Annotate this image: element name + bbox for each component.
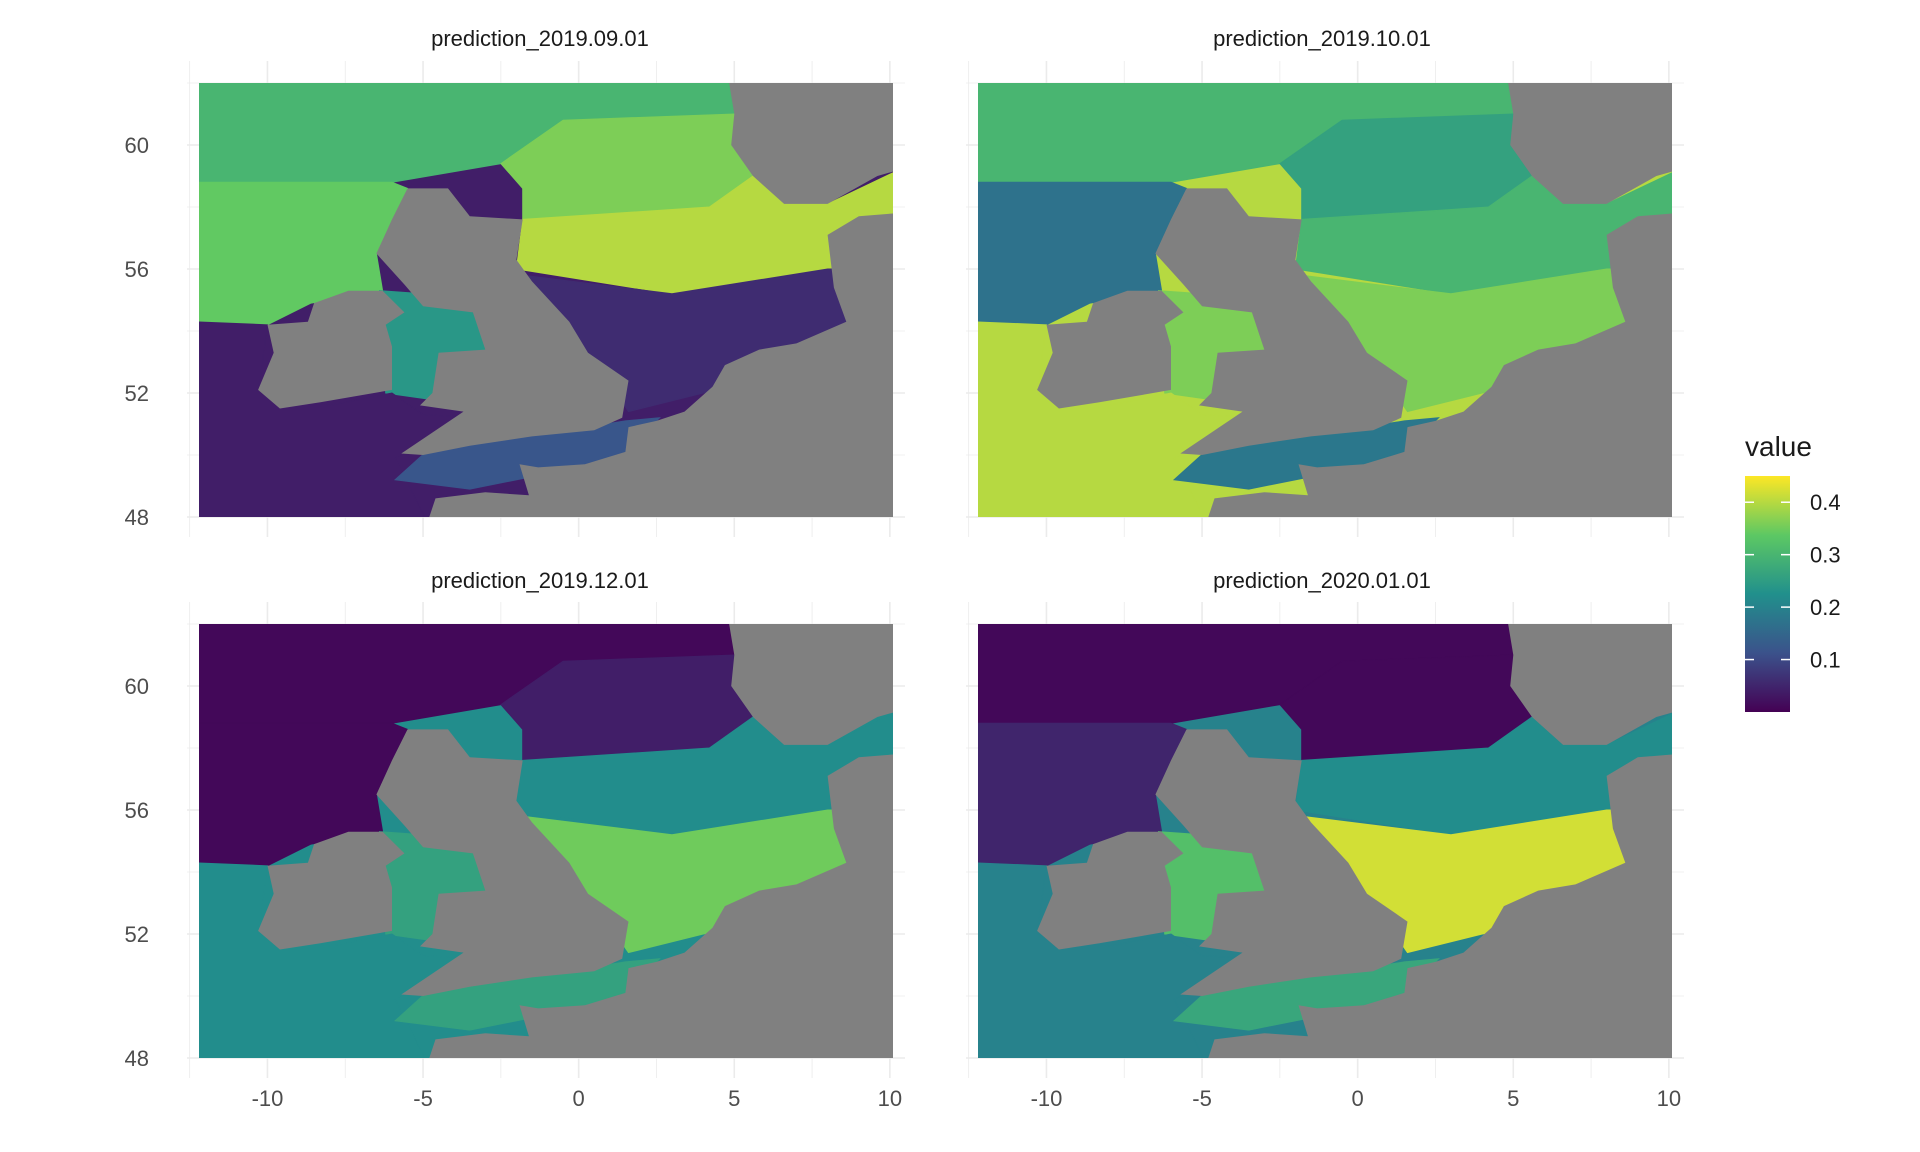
land-mask-eu	[1208, 754, 1672, 1058]
facet-title: prediction_2019.10.01	[1213, 26, 1431, 51]
facets-layer: Norwegian SeaNorth Sea northNorth Sea ce…	[125, 26, 1684, 1111]
sea-cell-region: North Sea central	[1294, 713, 1672, 836]
legend: value 0.1 0.2 0.3 0.4	[1745, 431, 1841, 712]
facet-1: Norwegian SeaNorth Sea northNorth Sea ce…	[125, 26, 905, 537]
legend-colorbar	[1745, 476, 1790, 712]
legend-tick-label: 0.2	[1810, 595, 1841, 620]
heatmap-area: Norwegian SeaNorth Sea northNorth Sea ce…	[199, 83, 893, 517]
y-tick-label: 60	[125, 674, 149, 699]
y-tick-label: 52	[125, 922, 149, 947]
y-tick-label: 56	[125, 257, 149, 282]
land-mask-no	[1508, 83, 1672, 204]
sea-cell-region: North Sea central	[515, 172, 893, 295]
facet-title: prediction_2019.12.01	[431, 568, 649, 593]
heatmap-area: Norwegian SeaNorth Sea northNorth Sea ce…	[978, 83, 1672, 517]
heatmap-area: Norwegian SeaNorth Sea northNorth Sea ce…	[978, 624, 1672, 1058]
x-tick-label: 0	[1352, 1086, 1364, 1111]
y-tick-label: 48	[125, 505, 149, 530]
x-tick-label: 0	[573, 1086, 585, 1111]
x-tick-label: 10	[878, 1086, 902, 1111]
land-mask-ie	[1037, 831, 1184, 950]
y-tick-label: 60	[125, 133, 149, 158]
facet-2: Norwegian SeaNorth Sea northNorth Sea ce…	[966, 26, 1684, 537]
y-tick-label: 52	[125, 381, 149, 406]
land-mask-eu	[1208, 213, 1672, 517]
land-mask-no	[729, 624, 893, 745]
x-tick-label: 10	[1657, 1086, 1681, 1111]
x-tick-label: -10	[252, 1086, 284, 1111]
x-tick-label: -5	[1192, 1086, 1212, 1111]
sea-cell-region: North Sea central	[1294, 172, 1672, 295]
facet-3: Norwegian SeaNorth Sea northNorth Sea ce…	[125, 568, 905, 1111]
sea-cell-region: North Sea central	[515, 713, 893, 836]
x-tick-label: 5	[728, 1086, 740, 1111]
legend-tick-label: 0.3	[1810, 543, 1841, 568]
legend-tick-label: 0.1	[1810, 648, 1841, 673]
legend-tick-label: 0.4	[1810, 490, 1841, 515]
y-tick-label: 48	[125, 1046, 149, 1071]
land-mask-ie	[1037, 290, 1184, 409]
land-mask-no	[729, 83, 893, 204]
land-mask-eu	[429, 754, 893, 1058]
x-tick-label: -10	[1031, 1086, 1063, 1111]
land-mask-ie	[258, 290, 405, 409]
facet-title: prediction_2019.09.01	[431, 26, 649, 51]
heatmap-area: Norwegian SeaNorth Sea northNorth Sea ce…	[199, 624, 893, 1058]
x-tick-label: -5	[413, 1086, 433, 1111]
land-mask-gb	[376, 188, 629, 455]
land-mask-gb	[1155, 188, 1408, 455]
land-mask-eu	[429, 213, 893, 517]
land-mask-gb	[376, 729, 629, 996]
legend-title: value	[1745, 431, 1812, 462]
facet-title: prediction_2020.01.01	[1213, 568, 1431, 593]
land-mask-no	[1508, 624, 1672, 745]
land-mask-gb	[1155, 729, 1408, 996]
x-tick-label: 5	[1507, 1086, 1519, 1111]
facet-4: Norwegian SeaNorth Sea northNorth Sea ce…	[966, 568, 1684, 1111]
land-mask-ie	[258, 831, 405, 950]
y-tick-label: 56	[125, 798, 149, 823]
